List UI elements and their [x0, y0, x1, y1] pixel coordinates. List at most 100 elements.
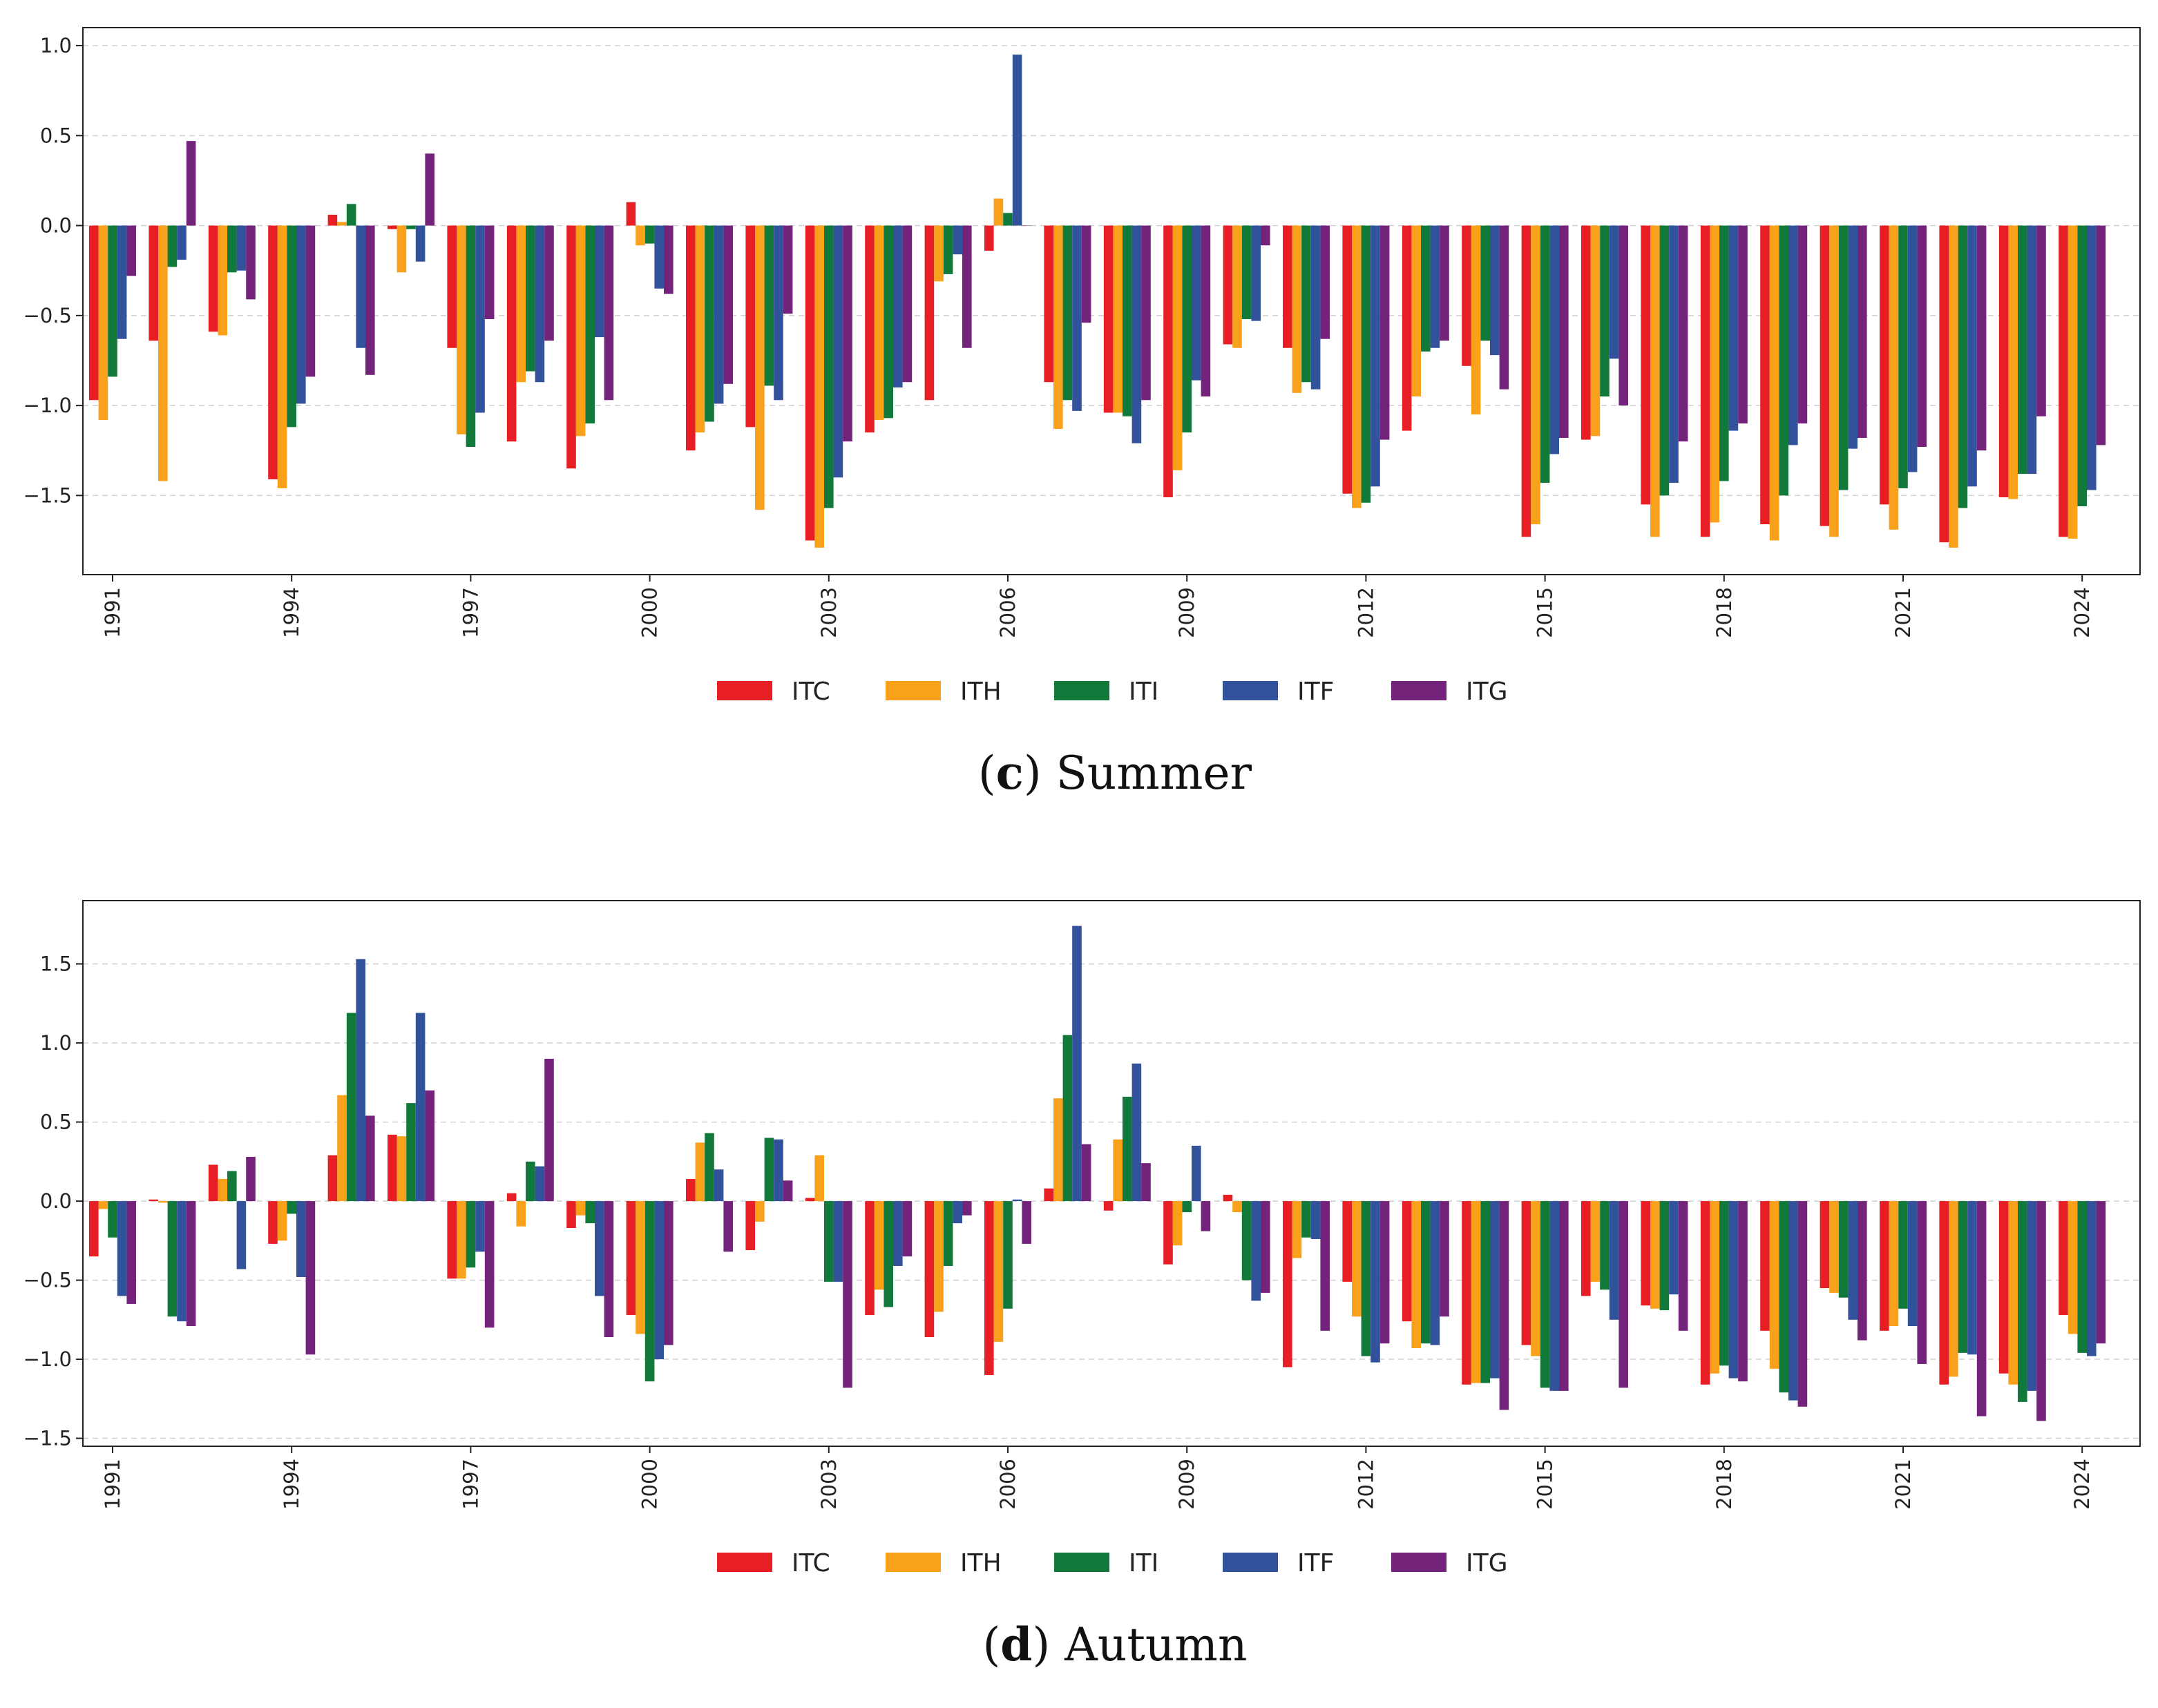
caption-title: Autumn [1064, 1618, 1247, 1671]
bar-ith-2022 [1949, 225, 1958, 548]
bar-itc-2015 [1521, 225, 1531, 537]
bar-ith-2016 [1590, 225, 1601, 436]
bar-itc-2008 [1103, 225, 1114, 413]
bar-ith-1997 [457, 225, 466, 434]
legend-label-itg: ITG [1466, 1549, 1508, 1577]
bar-itg-2014 [1499, 1201, 1509, 1410]
bar-itf-2018 [1728, 1201, 1739, 1379]
bar-itc-2012 [1342, 225, 1352, 494]
bar-itc-2016 [1581, 1201, 1591, 1296]
bar-iti-2012 [1361, 225, 1371, 503]
bar-iti-2018 [1719, 225, 1729, 481]
bar-iti-2020 [1838, 1201, 1849, 1298]
bar-itc-2024 [2059, 225, 2068, 537]
bar-itg-2021 [1917, 225, 1927, 448]
bar-ith-1992 [158, 1201, 168, 1203]
y-tick-label: −0.5 [23, 304, 72, 327]
bar-iti-2006 [1003, 213, 1013, 226]
bar-itg-2017 [1678, 1201, 1688, 1331]
bar-itc-2020 [1820, 225, 1830, 526]
bar-itf-2002 [774, 225, 783, 401]
bar-ith-2010 [1232, 225, 1242, 348]
bar-itg-2013 [1440, 225, 1449, 341]
bar-itc-1994 [268, 225, 278, 479]
bar-ith-2019 [1769, 225, 1779, 541]
bar-itf-2021 [1907, 1201, 1918, 1326]
bar-itg-2007 [1081, 1144, 1091, 1202]
bar-itf-2022 [1967, 1201, 1977, 1355]
bar-itf-1996 [415, 225, 426, 262]
caption-paren-open: ( [983, 1618, 1001, 1671]
plot-frame [82, 900, 2141, 1447]
bar-ith-2024 [2068, 225, 2078, 539]
bar-iti-2005 [943, 225, 953, 274]
bar-itg-2009 [1201, 1201, 1211, 1231]
bar-itf-2016 [1609, 225, 1619, 359]
bar-iti-2007 [1062, 1035, 1073, 1202]
bar-ith-2015 [1531, 225, 1540, 525]
bar-itg-2016 [1618, 225, 1628, 406]
bar-itf-1991 [117, 225, 127, 339]
bar-itg-2001 [723, 1201, 733, 1252]
x-tick-label: 2018 [1712, 1459, 1736, 1510]
bar-itf-1992 [177, 1201, 187, 1322]
bar-itg-2011 [1320, 1201, 1330, 1331]
bar-itg-2021 [1917, 1201, 1927, 1364]
bar-itc-2005 [924, 1201, 935, 1337]
bar-itg-2002 [783, 225, 793, 314]
bar-itg-2015 [1559, 225, 1569, 438]
x-tick-label: 2000 [638, 1459, 662, 1510]
bar-itg-2014 [1499, 225, 1509, 390]
bar-iti-2009 [1182, 225, 1192, 433]
y-tick-label: 1.0 [40, 1031, 72, 1055]
bar-iti-2000 [644, 225, 655, 244]
bar-itc-2004 [865, 1201, 875, 1315]
bar-ith-2007 [1053, 1098, 1063, 1202]
y-axis: −1.5 −1.0 −0.5 0.0 0.5 1.0 [23, 34, 83, 507]
bar-itf-2015 [1549, 225, 1559, 454]
bar-iti-2022 [1958, 225, 1968, 508]
bar-iti-2016 [1600, 1201, 1610, 1290]
bar-itf-1995 [356, 959, 365, 1202]
bar-iti-1993 [227, 225, 237, 273]
y-tick-label: −1.5 [23, 1427, 72, 1450]
bar-itc-2011 [1283, 1201, 1292, 1368]
bar-iti-1994 [287, 1201, 296, 1214]
bar-itc-2001 [686, 1179, 696, 1202]
bar-iti-2013 [1421, 1201, 1431, 1344]
y-tick-label: 0.0 [40, 214, 72, 238]
bar-itf-2003 [833, 225, 843, 478]
bar-itg-2020 [1858, 225, 1867, 438]
bar-itg-2002 [783, 1180, 793, 1202]
bar-itf-2024 [2087, 225, 2097, 490]
legend-label-itc: ITC [792, 678, 830, 706]
bar-ith-2018 [1710, 1201, 1719, 1374]
bar-itg-2006 [1022, 1201, 1031, 1244]
bar-itc-2007 [1044, 1188, 1053, 1202]
bar-ith-2001 [695, 1142, 705, 1202]
bar-ith-2000 [636, 225, 645, 246]
bar-ith-1993 [218, 225, 227, 336]
bar-iti-2014 [1480, 1201, 1490, 1383]
bar-itc-2009 [1163, 1201, 1173, 1265]
caption: (c) Summer [978, 746, 1252, 800]
bar-itg-2009 [1201, 225, 1211, 397]
x-tick-label: 2024 [2070, 1459, 2094, 1510]
bar-itg-1999 [604, 1201, 614, 1337]
x-tick-label: 2009 [1175, 587, 1199, 638]
bar-itf-2015 [1549, 1201, 1559, 1391]
bar-ith-1996 [397, 1136, 407, 1202]
bar-itg-2010 [1261, 225, 1270, 246]
bar-itc-1992 [149, 1199, 158, 1202]
bar-ith-2012 [1352, 1201, 1362, 1317]
bar-itg-2023 [2036, 1201, 2046, 1421]
bar-itf-1992 [177, 225, 187, 260]
bar-itc-2000 [626, 202, 636, 226]
bar-iti-2023 [2018, 1201, 2027, 1402]
bar-itf-1999 [595, 225, 604, 338]
bar-itc-2012 [1342, 1201, 1352, 1282]
legend-swatch-itg [1391, 1553, 1446, 1572]
caption-paren-close: ) [1032, 1618, 1064, 1671]
x-tick-label: 1994 [280, 587, 303, 638]
bar-itc-1997 [447, 1201, 457, 1279]
